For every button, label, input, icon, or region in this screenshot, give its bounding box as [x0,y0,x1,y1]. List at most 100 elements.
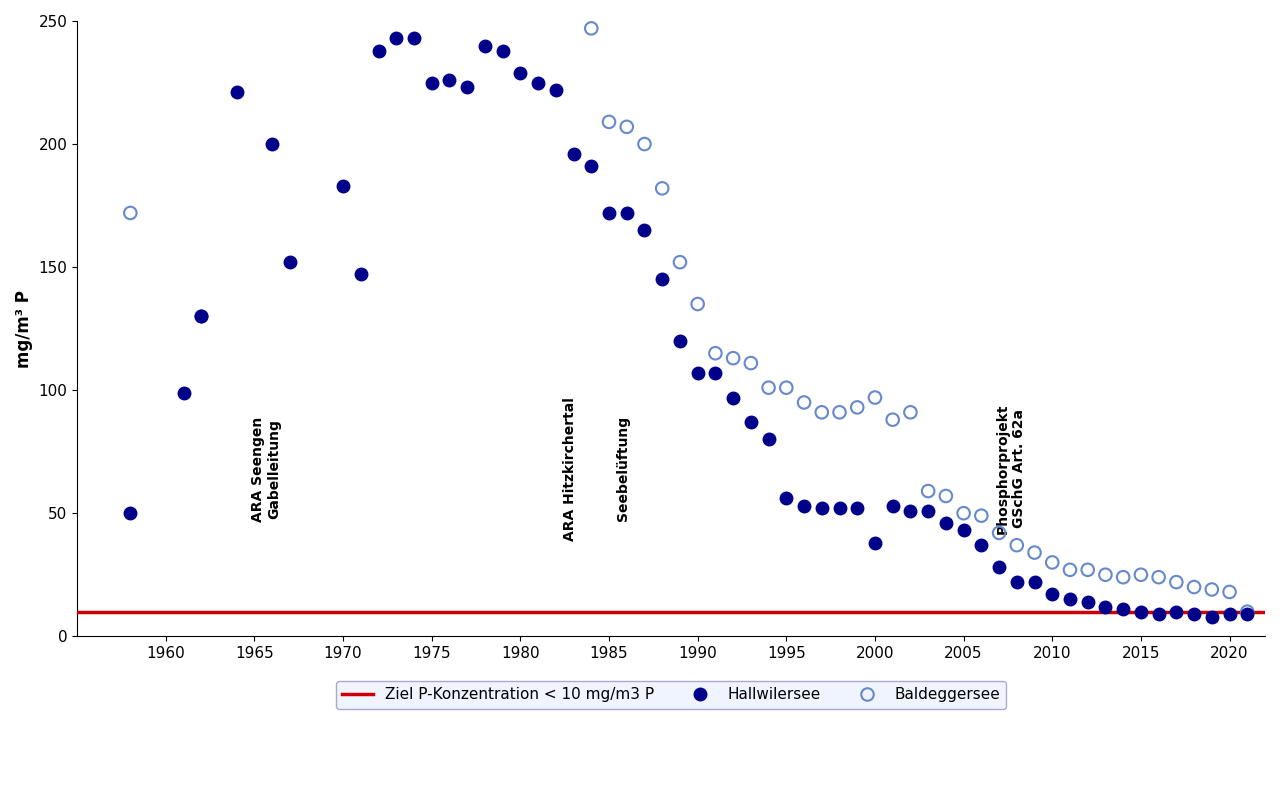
Text: ARA Seengen
Gabelleitung: ARA Seengen Gabelleitung [251,416,282,521]
Baldeggersee [687,298,708,310]
Hallwilersee [191,310,211,323]
Baldeggersee [1024,546,1044,559]
Hallwilersee [173,386,193,399]
Baldeggersee [1078,564,1098,576]
Baldeggersee [669,256,690,268]
Hallwilersee [918,505,938,517]
Baldeggersee [882,414,902,426]
Baldeggersee [581,22,602,35]
Hallwilersee [191,310,211,323]
Baldeggersee [652,182,672,195]
Hallwilersee [351,268,371,281]
Hallwilersee [954,524,974,537]
Hallwilersee [1184,608,1204,620]
Hallwilersee [1202,610,1222,623]
Baldeggersee [1148,571,1169,583]
Hallwilersee [262,138,283,151]
Hallwilersee [812,502,832,514]
Hallwilersee [687,367,708,379]
Hallwilersee [741,416,762,429]
Hallwilersee [1024,576,1044,589]
Hallwilersee [723,391,744,403]
Baldeggersee [829,406,850,418]
Hallwilersee [475,39,495,52]
Hallwilersee [1060,593,1080,605]
Baldeggersee [1096,568,1116,581]
Baldeggersee [847,401,868,414]
Baldeggersee [599,115,620,128]
Hallwilersee [1130,605,1151,618]
Hallwilersee [936,517,956,529]
Text: ARA Hitzkirchertal: ARA Hitzkirchertal [563,397,577,541]
Text: Seebelüftung: Seebelüftung [616,416,630,521]
Hallwilersee [369,44,389,57]
Hallwilersee [635,224,655,236]
Baldeggersee [918,485,938,498]
Baldeggersee [723,352,744,364]
Baldeggersee [120,206,141,219]
Hallwilersee [545,84,566,97]
Hallwilersee [1096,601,1116,613]
Baldeggersee [794,396,814,409]
Baldeggersee [972,509,992,522]
Hallwilersee [652,273,672,286]
Baldeggersee [635,138,655,151]
Hallwilersee [794,499,814,512]
Hallwilersee [421,76,442,89]
Hallwilersee [1236,608,1257,620]
Hallwilersee [1042,588,1062,601]
Hallwilersee [581,160,602,173]
Baldeggersee [1130,568,1151,581]
Hallwilersee [403,32,424,45]
Baldeggersee [812,406,832,418]
Hallwilersee [989,561,1010,574]
Hallwilersee [599,206,620,219]
Baldeggersee [1202,583,1222,596]
Baldeggersee [954,507,974,520]
Legend: Ziel P-Konzentration < 10 mg/m3 P, Hallwilersee, Baldeggersee: Ziel P-Konzentration < 10 mg/m3 P, Hallw… [337,681,1006,709]
Hallwilersee [439,74,460,86]
Baldeggersee [741,357,762,370]
Baldeggersee [1236,605,1257,618]
Hallwilersee [900,505,920,517]
Hallwilersee [617,206,637,219]
Hallwilersee [882,499,902,512]
Baldeggersee [1006,539,1027,552]
Hallwilersee [705,367,726,379]
Baldeggersee [989,527,1010,539]
Hallwilersee [829,502,850,514]
Baldeggersee [705,347,726,360]
Hallwilersee [511,67,531,79]
Hallwilersee [776,492,796,505]
Baldeggersee [1060,564,1080,576]
Hallwilersee [493,44,513,57]
Hallwilersee [1006,576,1027,589]
Baldeggersee [900,406,920,418]
Y-axis label: mg/m³ P: mg/m³ P [15,290,33,367]
Baldeggersee [1220,586,1240,598]
Hallwilersee [669,334,690,347]
Baldeggersee [758,382,778,394]
Hallwilersee [387,32,407,45]
Hallwilersee [279,256,300,268]
Baldeggersee [1166,576,1187,589]
Baldeggersee [865,391,886,403]
Hallwilersee [1112,603,1133,615]
Hallwilersee [1148,608,1169,620]
Text: Phosphorprojekt
GSchG Art. 62a: Phosphorprojekt GSchG Art. 62a [996,403,1025,534]
Hallwilersee [1220,608,1240,620]
Hallwilersee [758,433,778,446]
Hallwilersee [972,539,992,552]
Hallwilersee [1078,596,1098,608]
Baldeggersee [1112,571,1133,583]
Hallwilersee [457,81,477,93]
Hallwilersee [563,148,584,160]
Hallwilersee [333,180,353,192]
Hallwilersee [847,502,868,514]
Hallwilersee [227,86,247,99]
Hallwilersee [865,536,886,549]
Baldeggersee [1184,581,1204,593]
Baldeggersee [1042,556,1062,568]
Baldeggersee [776,382,796,394]
Baldeggersee [936,490,956,502]
